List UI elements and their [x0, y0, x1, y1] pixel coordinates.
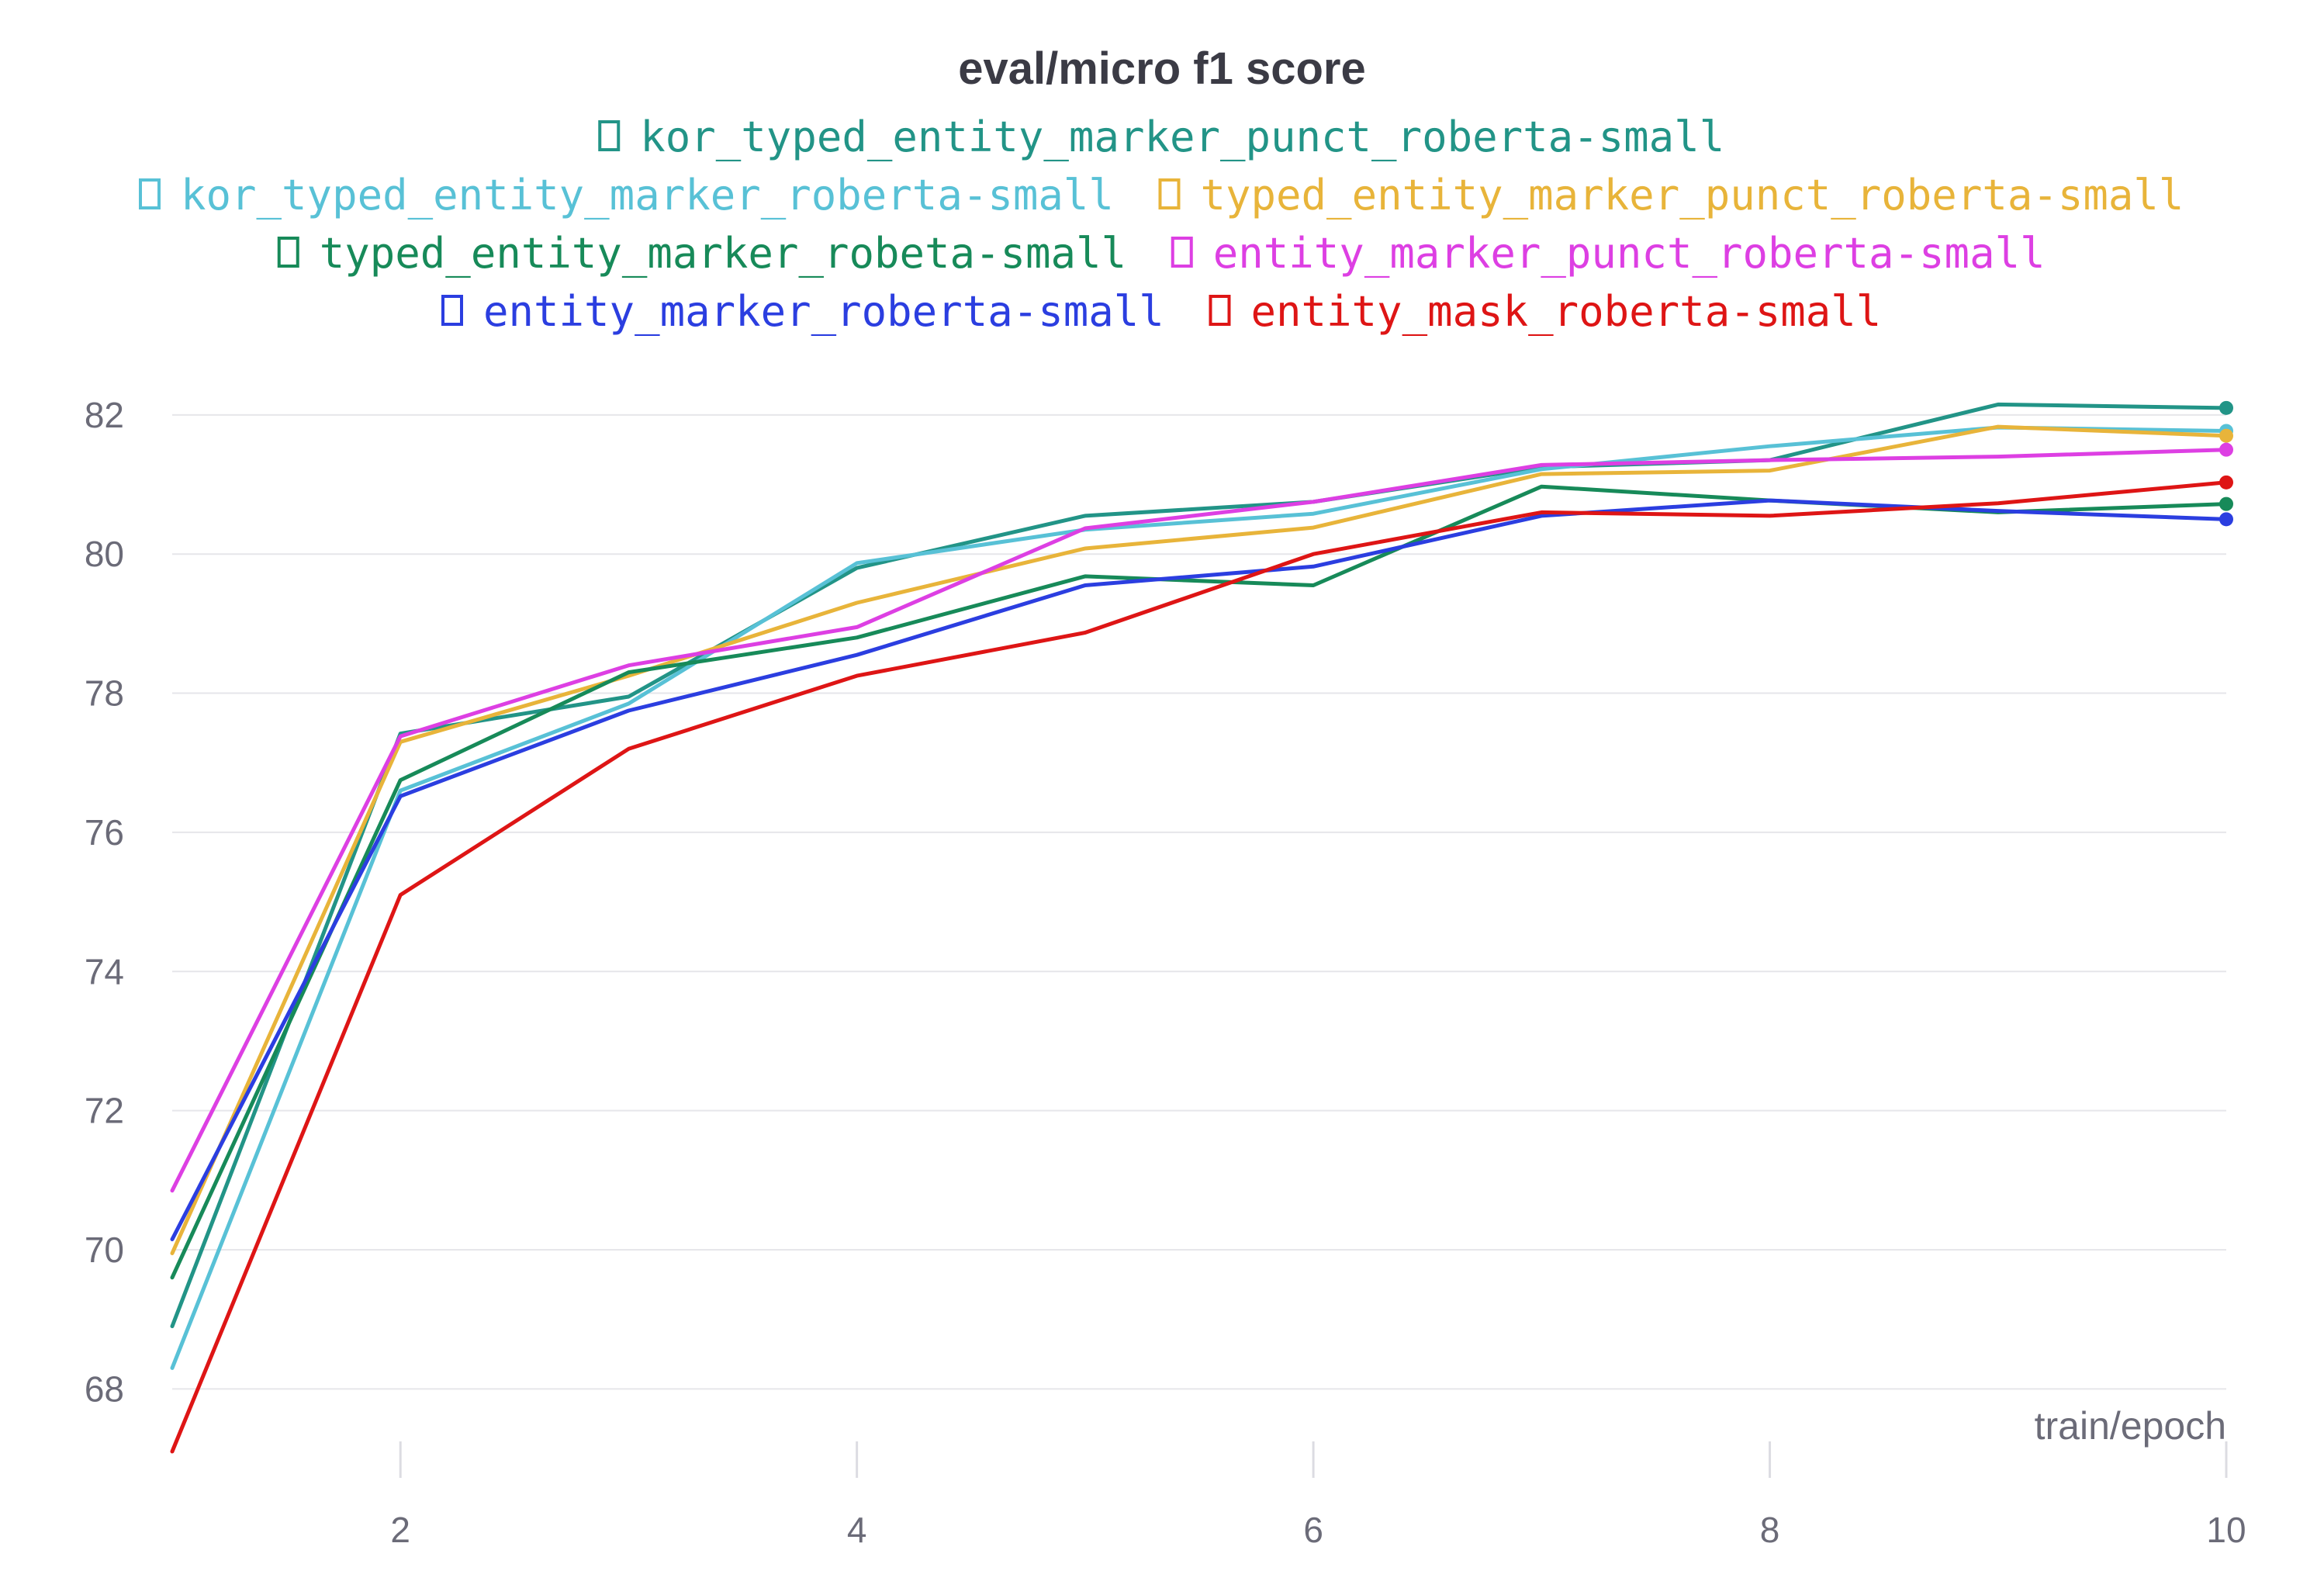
legend-swatch-icon: [598, 120, 621, 151]
series-end-point-6: [2219, 475, 2233, 490]
x-tick-label: 10: [2206, 1510, 2246, 1550]
legend-swatch-icon: [139, 178, 161, 209]
legend-label: entity_mask_roberta-small: [1251, 287, 1882, 336]
series-end-point-5: [2219, 512, 2233, 527]
series-line-1: [170, 425, 2229, 1370]
series-end-point-3: [2219, 496, 2233, 511]
series-line-0: [170, 402, 2229, 1329]
y-axis: 68 70 72 74 76 78 80 82: [85, 395, 124, 1409]
legend-item: typed_entity_marker_robeta-small: [277, 229, 1126, 278]
legend-item: entity_marker_roberta-small: [441, 287, 1164, 336]
y-tick-label: 68: [85, 1368, 124, 1409]
y-tick-label: 76: [85, 812, 124, 853]
legend-swatch-icon: [1158, 178, 1181, 209]
y-tick-label: 82: [85, 395, 124, 435]
legend-label: typed_entity_marker_robeta-small: [320, 229, 1126, 278]
grid-lines: [172, 413, 2226, 1390]
series-line-4: [170, 448, 2229, 1193]
legend-swatch-icon: [1209, 295, 1231, 326]
x-tick-label: 4: [847, 1510, 867, 1550]
series-end-point-2: [2219, 428, 2233, 443]
legend-label: typed_entity_marker_punct_roberta-small: [1201, 171, 2184, 220]
y-tick-label: 78: [85, 673, 124, 714]
legend-item: entity_mask_roberta-small: [1209, 287, 1882, 336]
series-line-2: [170, 424, 2229, 1255]
x-axis-label: train/epoch: [2035, 1404, 2226, 1448]
series-lines: [170, 400, 2233, 1454]
series-end-point-0: [2219, 400, 2233, 415]
x-axis: 2 4 6 8 10: [390, 1441, 2246, 1550]
legend-item: kor_typed_entity_marker_roberta-small: [139, 171, 1114, 220]
legend-swatch-icon: [1171, 237, 1193, 268]
y-tick-label: 70: [85, 1230, 124, 1270]
legend-swatch-icon: [277, 237, 299, 268]
series-line-5: [170, 498, 2229, 1241]
legend-item: kor_typed_entity_marker_punct_roberta-sm…: [598, 112, 1724, 161]
series-line-3: [170, 484, 2229, 1280]
legend-item: entity_marker_punct_roberta-small: [1171, 229, 2046, 278]
legend-label: kor_typed_entity_marker_roberta-small: [181, 171, 1114, 220]
y-tick-label: 72: [85, 1091, 124, 1131]
x-tick-label: 8: [1760, 1510, 1780, 1550]
x-tick-label: 2: [390, 1510, 410, 1550]
legend-item: typed_entity_marker_punct_roberta-small: [1158, 171, 2184, 220]
chart-title: eval/micro f1 score: [958, 43, 1366, 94]
legend-label: kor_typed_entity_marker_punct_roberta-sm…: [640, 112, 1724, 161]
x-tick-label: 6: [1303, 1510, 1323, 1550]
legend-label: entity_marker_roberta-small: [483, 287, 1164, 336]
legend: kor_typed_entity_marker_punct_roberta-sm…: [139, 112, 2184, 336]
series-end-point-4: [2219, 442, 2233, 457]
legend-label: entity_marker_punct_roberta-small: [1213, 229, 2046, 278]
y-tick-label: 80: [85, 534, 124, 574]
series-line-6: [170, 480, 2229, 1454]
y-tick-label: 74: [85, 951, 124, 991]
legend-swatch-icon: [441, 295, 463, 326]
